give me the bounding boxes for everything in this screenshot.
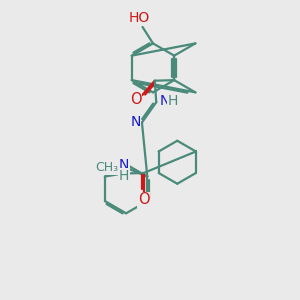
- Text: HO: HO: [129, 11, 150, 25]
- Text: CH₃: CH₃: [95, 161, 118, 174]
- Text: O: O: [138, 192, 149, 207]
- Text: N: N: [159, 94, 170, 108]
- Text: N: N: [118, 158, 129, 172]
- Text: O: O: [130, 92, 142, 107]
- Text: H: H: [118, 169, 129, 183]
- Text: H: H: [167, 94, 178, 108]
- Text: N: N: [130, 115, 141, 129]
